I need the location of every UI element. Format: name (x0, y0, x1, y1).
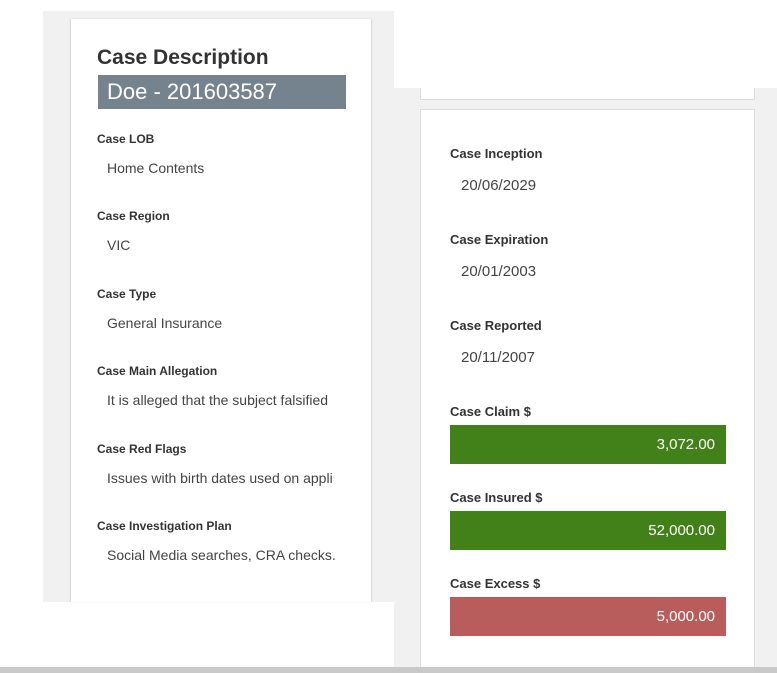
field-value: Social Media searches, CRA checks. (107, 547, 336, 563)
field-label: Case LOB (97, 132, 155, 146)
case-details-panel: Case Inception 20/06/2029 Case Expiratio… (394, 88, 777, 673)
field-value: VIC (107, 237, 131, 253)
field-value: 20/06/2029 (461, 177, 537, 194)
excess-amount-value: 5,000.00 (450, 597, 726, 636)
field-case-lob: Case LOB Home Contents (97, 132, 341, 176)
field-case-inception: Case Inception 20/06/2029 (450, 146, 727, 194)
case-description-card: Case Description Doe - 201603587 Case LO… (70, 19, 372, 602)
field-value: General Insurance (107, 315, 223, 331)
field-value: It is alleged that the subject falsified (107, 392, 329, 408)
field-case-claim: Case Claim $ 3,072.00 (450, 404, 727, 464)
field-label: Case Investigation Plan (97, 519, 232, 533)
field-label: Case Region (97, 209, 170, 223)
field-value: 20/01/2003 (461, 263, 537, 280)
bottom-divider (0, 667, 777, 673)
field-label: Case Excess $ (450, 576, 541, 591)
field-case-excess: Case Excess $ 5,000.00 (450, 576, 727, 636)
field-case-region: Case Region VIC (97, 209, 341, 253)
field-case-investigation-plan: Case Investigation Plan Social Media sea… (97, 519, 341, 563)
case-description-title: Case Description (97, 46, 269, 69)
field-case-expiration: Case Expiration 20/01/2003 (450, 232, 727, 280)
case-description-panel: Case Description Doe - 201603587 Case LO… (43, 11, 394, 602)
field-case-main-allegation: Case Main Allegation It is alleged that … (97, 364, 341, 408)
field-value: Issues with birth dates used on appli (107, 470, 333, 486)
field-label: Case Reported (450, 318, 542, 333)
field-label: Case Expiration (450, 232, 549, 247)
field-value: Home Contents (107, 160, 205, 176)
field-label: Case Claim $ (450, 404, 531, 419)
field-label: Case Main Allegation (97, 364, 218, 378)
case-details-card: Case Inception 20/06/2029 Case Expiratio… (420, 109, 755, 673)
insured-amount-value: 52,000.00 (450, 511, 726, 550)
field-case-reported: Case Reported 20/11/2007 (450, 318, 727, 366)
claim-amount-value: 3,072.00 (450, 425, 726, 464)
field-case-type: Case Type General Insurance (97, 287, 341, 331)
field-label: Case Inception (450, 146, 543, 161)
field-label: Case Type (97, 287, 157, 301)
card-divider (420, 88, 755, 100)
field-case-insured: Case Insured $ 52,000.00 (450, 490, 727, 550)
field-case-red-flags: Case Red Flags Issues with birth dates u… (97, 442, 341, 486)
field-value: 20/11/2007 (461, 349, 535, 366)
case-name-banner: Doe - 201603587 (98, 75, 346, 109)
field-label: Case Insured $ (450, 490, 543, 505)
field-label: Case Red Flags (97, 442, 187, 456)
